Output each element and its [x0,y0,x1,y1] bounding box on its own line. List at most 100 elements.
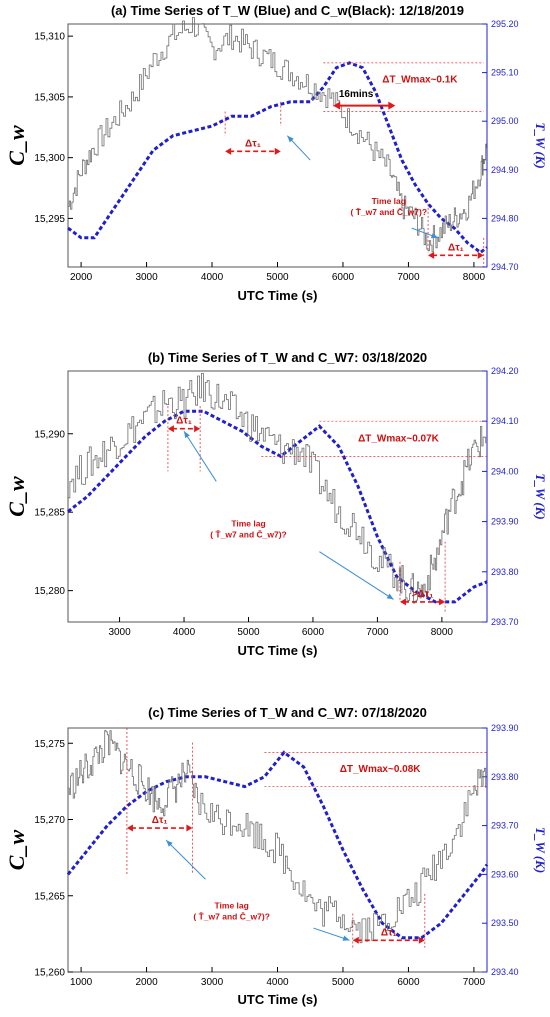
y2-tick-label: 294.70 [491,262,519,272]
y2-tick-label: 293.60 [491,869,519,879]
y2-tick-label: 295.00 [491,116,519,126]
pointer-arrow-head [386,593,394,600]
y2-tick-label: 294.90 [491,165,519,175]
y-axis-label: C_w [4,830,29,871]
x-tick-label: 3000 [201,977,224,988]
y2-tick-label: 294.10 [491,416,519,426]
chart-title: (a) Time Series of T_W (Blue) and C_w(Bl… [111,3,464,18]
y2-tick-label: 293.90 [491,517,519,527]
chart-panel-2: (b) Time Series of T_W and C_W7: 03/18/2… [4,350,548,658]
y2-tick-label: 293.40 [491,967,519,977]
dtau-upper-label: Δτ₁ [176,416,192,427]
pointer-arrow-head [430,233,438,239]
y-axis-label: C_w [4,125,29,166]
x-tick-label: 5000 [332,977,355,988]
chart-title: (b) Time Series of T_W and C_W7: 03/18/2… [148,350,427,365]
series-cw-line [68,17,487,253]
x-tick-label: 4000 [201,272,224,283]
lag-arrow-head-right [388,101,396,110]
y-axis-label: C_w [4,476,29,517]
lag-label: 16mins [339,89,374,100]
dtau-upper-arrow-head-right [194,425,201,433]
y2-tick-label: 293.70 [491,821,519,831]
dtau-lower-arrow-head-left [352,936,359,944]
x-tick-label: 2000 [70,272,93,283]
dtau-upper-label: Δτ₁ [152,815,168,826]
dtmax-label: ΔT_Wmax~0.08K [340,764,422,775]
series-tw-line [66,750,489,940]
x-tick-label: 6000 [397,977,420,988]
y2-tick-label: 293.80 [491,772,519,782]
time-lag-note: ( T̄_w7 and C̄_w7)? [351,207,428,217]
series-cw-line [68,730,487,944]
time-lag-label: Time lag [215,901,249,911]
y2-tick-label: 295.20 [491,19,519,29]
pointer-arrow-head [184,431,190,439]
y-tick-label: 15,275 [34,739,65,750]
y2-tick-label: 293.70 [491,617,519,627]
lag-arrow-head-left [333,101,341,110]
dtau-lower-label: Δτ₁ [448,242,464,253]
y-tick-label: 15,310 [34,32,65,43]
y-tick-label: 15,285 [34,508,65,519]
dtau-upper-arrow-head-left [167,425,174,433]
dtau-upper-arrow-head-right [186,824,193,832]
y-tick-label: 15,270 [34,815,65,826]
y2-tick-label: 295.10 [491,68,519,78]
y2-tick-label: 293.80 [491,567,519,577]
y-tick-label: 15,300 [34,153,65,164]
dtau-lower-arrow-head-left [399,598,406,606]
dtau-lower-arrow-head-left [428,251,435,259]
x-tick-label: 8000 [463,272,486,283]
x-tick-label: 1000 [70,977,93,988]
dtmax-label: ΔT_Wmax~0.1K [382,74,458,85]
dtau-lower-label: >Δτ₁ [412,589,434,600]
time-lag-label: Time lag [372,196,406,206]
dtau-lower-arrow-head-right [439,598,446,606]
x-axis-label: UTC Time (s) [238,288,318,303]
x-tick-label: 4000 [266,977,289,988]
x-axis-label: UTC Time (s) [238,992,318,1007]
y2-tick-label: 294.80 [491,213,519,223]
dtau-upper-arrow-head-left [126,824,133,832]
x-tick-label: 7000 [397,272,420,283]
x-tick-label: 5000 [266,272,289,283]
dtau-lower-arrow-head-right [477,251,484,259]
dtau-upper-arrow-head-left [225,147,232,155]
y2-axis-label: T_W (K) [533,473,548,519]
dtau-upper-arrow-head-right [274,147,281,155]
y-tick-label: 15,280 [34,586,65,597]
pointer-arrow-head [166,840,173,847]
series-tw-line [67,61,488,255]
dtau-upper-label: Δτ₁ [245,138,261,149]
x-tick-label: 6000 [332,272,355,283]
series-cw-line [68,373,487,604]
x-tick-label: 4000 [173,627,196,638]
y2-tick-label: 293.90 [491,723,519,733]
y2-tick-label: 294.20 [491,366,519,376]
dtmax-label: ΔT_Wmax~0.07K [358,433,440,444]
y-tick-label: 15,295 [34,214,65,225]
chart-panel-3: (c) Time Series of T_W and C_W7: 07/18/2… [4,705,548,1007]
y-tick-label: 15,305 [34,92,65,103]
x-tick-label: 7000 [366,627,389,638]
x-tick-label: 2000 [135,977,158,988]
pointer-arrow [319,551,394,600]
x-tick-label: 3000 [108,627,131,638]
pointer-arrow-head [342,935,350,941]
x-tick-label: 3000 [135,272,158,283]
y2-axis-label: T_W (K) [533,122,548,168]
x-tick-label: 5000 [237,627,260,638]
pointer-arrow [165,839,206,880]
time-lag-label: Time lag [231,519,265,529]
y-tick-label: 15,260 [34,968,65,979]
y2-tick-label: 293.50 [491,918,519,928]
x-tick-label: 6000 [302,627,325,638]
chart-panel-1: (a) Time Series of T_W (Blue) and C_w(Bl… [4,3,548,303]
time-lag-note: ( T̄_w7 and C̄_w7)? [193,912,270,922]
dtau-lower-arrow-head-right [418,936,425,944]
y-tick-label: 15,265 [34,891,65,902]
x-axis-label: UTC Time (s) [238,643,318,658]
y2-tick-label: 294.00 [491,466,519,476]
